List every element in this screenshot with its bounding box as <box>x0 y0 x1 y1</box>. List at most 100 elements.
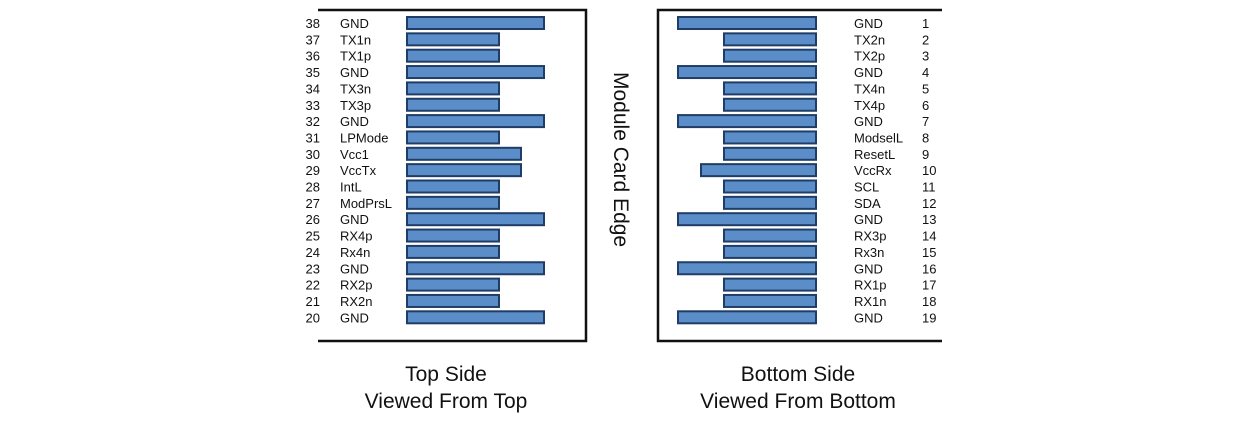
contact-pad <box>406 114 545 129</box>
contact-pad <box>406 261 545 276</box>
pin-number: 22 <box>306 278 320 293</box>
pin-number: 18 <box>922 294 936 309</box>
pin-number: 7 <box>922 114 929 129</box>
pin-number: 13 <box>922 212 936 227</box>
contact-pad <box>406 212 545 227</box>
contact-pad <box>406 146 522 161</box>
pin-number: 35 <box>306 65 320 80</box>
pin-number: 16 <box>922 261 936 276</box>
pin-number: 36 <box>306 49 320 64</box>
pin-name: RX2p <box>340 278 373 293</box>
pin-name: VccRx <box>854 163 892 178</box>
contact-pad <box>723 244 817 259</box>
contact-pad <box>406 130 500 145</box>
contact-pad <box>406 65 545 80</box>
pin-name: TX2n <box>854 32 885 47</box>
pin-number: 38 <box>306 16 320 31</box>
contact-pad <box>406 97 500 112</box>
contact-pad <box>723 146 817 161</box>
pin-name: TX3p <box>340 98 371 113</box>
pin-number: 4 <box>922 65 929 80</box>
pin-number: 12 <box>922 196 936 211</box>
pin-number: 17 <box>922 278 936 293</box>
pin-name: Rx4n <box>340 245 370 260</box>
pin-name: SDA <box>854 196 881 211</box>
bottom-side-pins: GND 1 TX2n 2 TX2p 3 GND 4 TX4n 5 TX4p 6 GND 7 ModselL 8… <box>677 16 936 325</box>
pin-name: GND <box>340 212 369 227</box>
contact-pad <box>700 163 817 178</box>
pin-name: TX1n <box>340 32 371 47</box>
pin-number: 28 <box>306 180 320 195</box>
bottom-side-caption: Bottom Side Viewed From Bottom <box>668 361 928 415</box>
pin-name: VccTx <box>340 163 377 178</box>
pin-number: 32 <box>306 114 320 129</box>
contact-pad <box>406 293 500 308</box>
pin-number: 11 <box>922 180 936 195</box>
pin-name: GND <box>340 16 369 31</box>
pin-name: GND <box>854 212 883 227</box>
contact-pad <box>677 114 817 129</box>
pin-number: 19 <box>922 310 936 325</box>
contact-pad <box>723 32 817 47</box>
pin-number: 33 <box>306 98 320 113</box>
pin-number: 31 <box>306 130 320 145</box>
pin-name: RX3p <box>854 229 887 244</box>
pin-name: LPMode <box>340 130 388 145</box>
top-side-frame <box>318 8 588 343</box>
contact-pad <box>723 293 817 308</box>
pin-name: Rx3n <box>854 245 884 260</box>
pin-number: 15 <box>922 245 936 260</box>
pin-name: GND <box>340 114 369 129</box>
contact-pad <box>406 195 500 210</box>
pin-number: 27 <box>306 196 320 211</box>
top-side-caption-line1: Top Side <box>405 363 487 386</box>
pin-number: 24 <box>306 245 320 260</box>
pin-number: 3 <box>922 49 929 64</box>
pin-name: GND <box>340 261 369 276</box>
top-side-pins: 38 GND 37 TX1n 36 TX1p 35 GND 34 TX3n 33 TX3p 32 GND 3… <box>306 16 545 325</box>
module-card-edge-label: Module Card Edge <box>609 72 632 247</box>
pin-number: 9 <box>922 147 929 162</box>
contact-pad <box>406 32 500 47</box>
pin-number: 30 <box>306 147 320 162</box>
pin-number: 37 <box>306 32 320 47</box>
pin-name: TX1p <box>340 49 371 64</box>
contact-pad <box>406 16 545 30</box>
contact-pad <box>723 97 817 112</box>
pin-number: 34 <box>306 81 320 96</box>
contact-pad <box>677 212 817 227</box>
contact-pad <box>677 261 817 276</box>
pin-number: 8 <box>922 130 929 145</box>
pin-name: TX3n <box>340 81 371 96</box>
pin-name: Vcc1 <box>340 147 369 162</box>
contact-pad <box>723 277 817 292</box>
pin-name: GND <box>854 65 883 80</box>
contact-pad <box>723 130 817 145</box>
pin-name: GND <box>340 310 369 325</box>
pin-name: GND <box>854 310 883 325</box>
pin-number: 20 <box>306 310 320 325</box>
contact-pad <box>406 163 522 178</box>
pin-name: ResetL <box>854 147 895 162</box>
bottom-side-frame <box>656 8 942 343</box>
contact-pad <box>406 277 500 292</box>
contact-pad <box>677 310 817 325</box>
pin-number: 23 <box>306 261 320 276</box>
contact-pad <box>406 81 500 96</box>
pin-number: 26 <box>306 212 320 227</box>
contact-pad <box>723 195 817 210</box>
pin-number: 21 <box>306 294 320 309</box>
pin-name: GND <box>854 261 883 276</box>
contact-pad <box>406 48 500 63</box>
pin-number: 6 <box>922 98 929 113</box>
pin-number: 2 <box>922 32 929 47</box>
contact-pad <box>677 16 817 30</box>
pin-name: TX2p <box>854 49 885 64</box>
contact-pad <box>406 310 545 325</box>
pin-name: RX1p <box>854 278 887 293</box>
contact-pad <box>677 65 817 80</box>
pin-name: RX1n <box>854 294 887 309</box>
top-side-caption-line2: Viewed From Top <box>364 390 528 413</box>
pin-name: IntL <box>340 180 362 195</box>
